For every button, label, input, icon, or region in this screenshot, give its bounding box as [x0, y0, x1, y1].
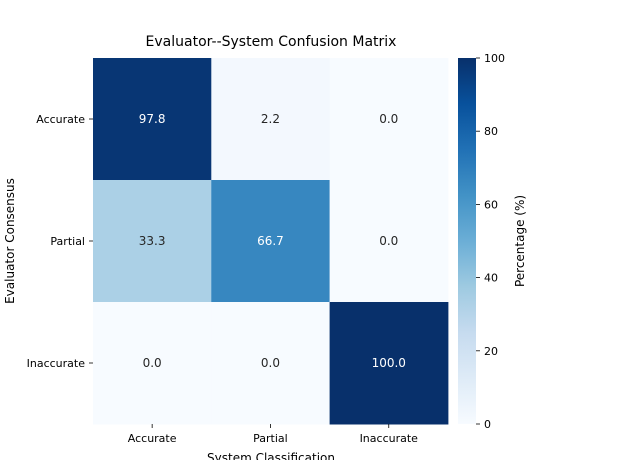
y-tick-label: Inaccurate — [27, 357, 86, 370]
x-axis-ticks: Accurate Partial Inaccurate — [128, 424, 418, 445]
y-axis-ticks: Accurate Partial Inaccurate — [27, 113, 93, 370]
colorbar-tick-label: 20 — [484, 345, 498, 358]
colorbar-ticks: 0 20 40 60 80 100 — [476, 52, 505, 431]
y-tick-label: Partial — [50, 235, 85, 248]
colorbar-tick-label: 0 — [484, 418, 491, 431]
y-axis-label: Evaluator Consensus — [3, 178, 17, 304]
colorbar-tick-label: 100 — [484, 52, 505, 65]
x-tick-label: Inaccurate — [360, 432, 419, 445]
cell-value-label: 0.0 — [379, 234, 398, 248]
cell-value-label: 100.0 — [372, 356, 406, 370]
heatmap-cell — [93, 58, 212, 181]
heatmap-cell — [211, 58, 331, 181]
heatmap-cell — [93, 180, 212, 303]
cell-value-label: 33.3 — [139, 234, 166, 248]
cell-value-label: 0.0 — [379, 112, 398, 126]
heatmap-cell — [329, 58, 449, 181]
heatmap-cell — [329, 302, 449, 425]
heatmap-cell — [211, 180, 331, 303]
x-axis-label: System Classification — [207, 451, 335, 460]
heatmap-cell — [93, 302, 212, 425]
chart-title: Evaluator--System Confusion Matrix — [146, 34, 397, 50]
colorbar-tick-label: 60 — [484, 198, 498, 211]
heatmap-cell-labels: 97.8 2.2 0.0 33.3 66.7 0.0 0.0 0.0 100.0 — [139, 112, 406, 370]
colorbar-tick-label: 80 — [484, 125, 498, 138]
colorbar — [458, 58, 476, 424]
cell-value-label: 0.0 — [143, 356, 162, 370]
x-tick-label: Partial — [253, 432, 288, 445]
x-tick-label: Accurate — [128, 432, 177, 445]
colorbar-tick-label: 40 — [484, 272, 498, 285]
cell-value-label: 0.0 — [261, 356, 280, 370]
cell-value-label: 66.7 — [257, 234, 284, 248]
colorbar-label: Percentage (%) — [513, 195, 527, 287]
heatmap-cell — [211, 302, 331, 425]
heatmap-cells — [93, 58, 449, 425]
cell-value-label: 2.2 — [261, 112, 280, 126]
cell-value-label: 97.8 — [139, 112, 166, 126]
heatmap-cell — [329, 180, 449, 303]
y-tick-label: Accurate — [36, 113, 85, 126]
